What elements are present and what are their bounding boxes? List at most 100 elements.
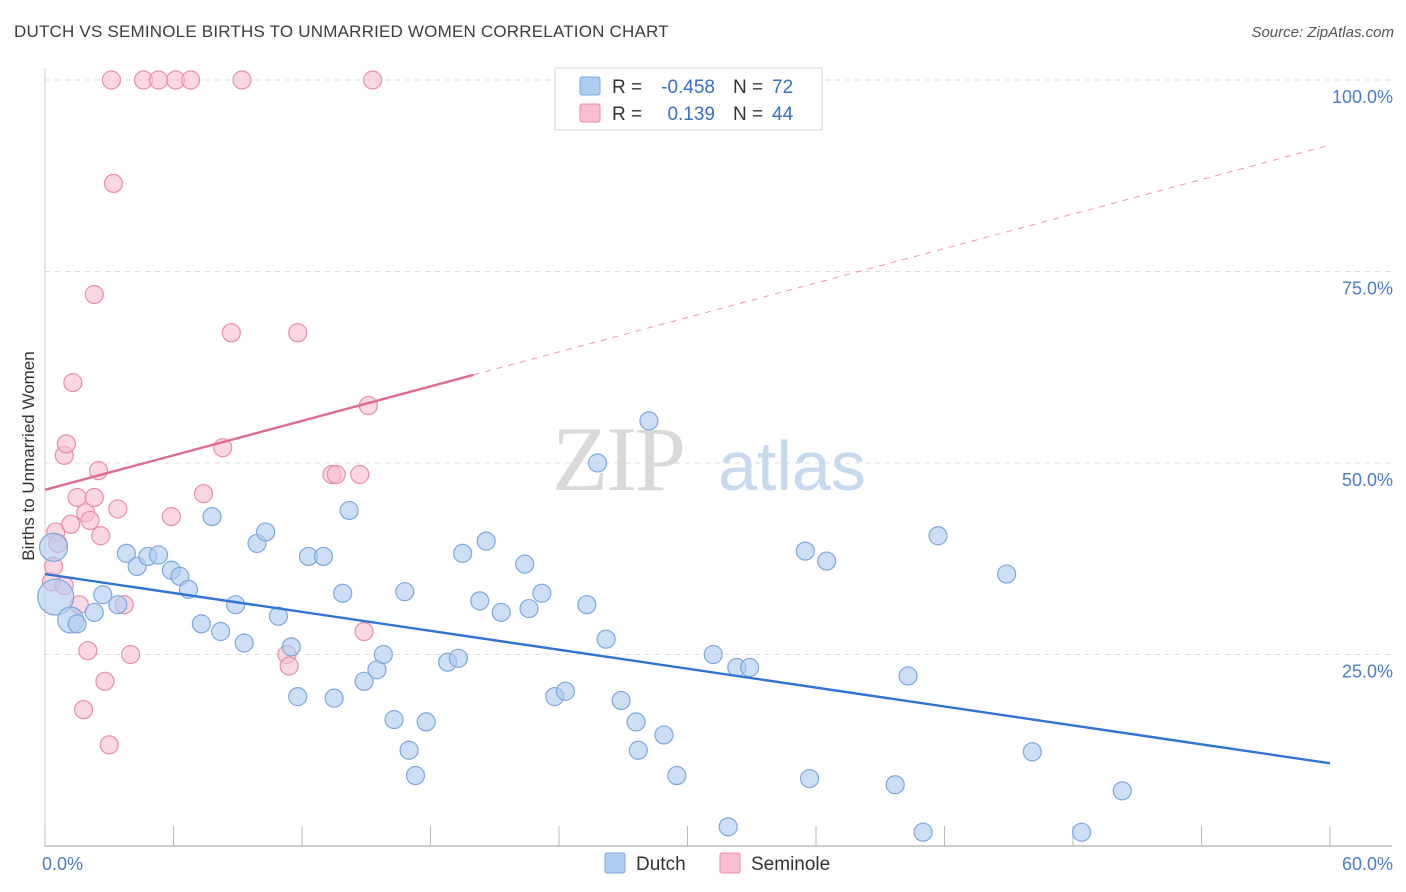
dutch-point (354, 671, 374, 691)
seminole-point (363, 70, 383, 90)
dutch-point (628, 740, 648, 760)
dutch-point (1071, 822, 1092, 842)
dutch-point (93, 585, 113, 605)
dutch-point (453, 543, 473, 563)
seminole-point (350, 464, 370, 485)
dutch-point (399, 740, 419, 760)
y-tick-label-75: 75.0% (1342, 279, 1393, 299)
dutch-point (268, 606, 289, 626)
dutch-point (37, 578, 75, 616)
seminole-point (121, 644, 141, 665)
seminole-point (61, 514, 81, 534)
x-tick-label-0: 0.0% (42, 854, 83, 874)
trend-lines (44, 144, 1331, 765)
dutch-point (405, 765, 426, 786)
dutch-point (639, 411, 659, 431)
stats-dutch-swatch (579, 76, 601, 96)
dutch-point (611, 690, 631, 711)
seminole-point (103, 173, 124, 194)
seminole-point (148, 70, 169, 90)
seminole-point (108, 499, 128, 519)
dutch-point (1112, 781, 1132, 801)
dutch-point (191, 614, 211, 634)
stats-seminole-swatch (579, 103, 601, 123)
dutch-point (108, 595, 128, 615)
stats-dutch-r-label: R = (612, 77, 642, 98)
dutch-point (470, 591, 490, 611)
dutch-point (84, 602, 104, 622)
dutch-point (519, 598, 539, 619)
dutch-point (67, 614, 87, 634)
dutch-point (1022, 742, 1042, 762)
dutch-point (38, 532, 69, 562)
dutch-point (997, 564, 1017, 584)
dutch-point (799, 768, 820, 789)
seminole-point (326, 464, 346, 485)
grid (45, 79, 1392, 655)
stats-seminole-r-value: 0.139 (667, 104, 715, 125)
dutch-point (928, 526, 948, 546)
stats-seminole-r-label: R = (612, 104, 642, 125)
y-axis-title: Births to Unmarried Women (19, 351, 38, 560)
dutch-point (333, 583, 353, 603)
dutch-point (416, 712, 436, 732)
dutch-point (339, 500, 359, 521)
dutch-point (281, 637, 301, 657)
seminole-point (56, 434, 77, 454)
legend-dutch-label: Dutch (636, 854, 686, 875)
dutch-point (515, 554, 535, 574)
dutch-trend-line (44, 572, 1331, 765)
series-legend: Dutch Seminole (604, 852, 830, 875)
dutch-point (555, 681, 576, 701)
seminole-point (78, 641, 98, 661)
dutch-point (288, 687, 308, 707)
watermark: ZIP atlas (552, 408, 866, 510)
seminole-point (354, 621, 374, 642)
dutch-point (202, 507, 222, 527)
stats-seminole-n-label: N = (733, 104, 763, 125)
y-tick-label-25: 25.0% (1342, 662, 1393, 682)
stats-dutch-r-value: -0.458 (661, 77, 715, 98)
dutch-point (596, 629, 616, 649)
legend-dutch-swatch (604, 852, 626, 874)
dutch-point (255, 522, 276, 542)
seminole-point (63, 372, 83, 393)
seminole-point (181, 70, 201, 90)
dutch-point (654, 725, 674, 745)
legend-seminole-swatch (719, 852, 741, 874)
x-tick-label-1: 60.0% (1342, 854, 1393, 874)
seminole-point (232, 70, 252, 90)
dutch-point (795, 541, 815, 561)
dutch-point (148, 545, 169, 565)
stats-dutch-n-label: N = (733, 77, 763, 98)
dutch-point (313, 546, 334, 567)
seminole-point (101, 70, 121, 90)
seminole-point (279, 656, 299, 676)
dutch-point (324, 688, 344, 708)
stats-legend: R = -0.458 N = 72 R = 0.139 N = 44 (554, 67, 823, 131)
dutch-point (395, 582, 415, 602)
dutch-point (740, 657, 760, 678)
y-tick-label-50: 50.0% (1342, 470, 1393, 490)
dutch-point (913, 822, 933, 842)
watermark-zip: ZIP (552, 408, 684, 510)
dutch-point (226, 595, 246, 615)
dutch-point (532, 583, 552, 603)
seminole-point (80, 510, 100, 531)
seminole-point (73, 700, 94, 720)
series-dutch-points (37, 411, 1132, 842)
dutch-point (626, 712, 646, 732)
watermark-atlas: atlas (718, 427, 866, 505)
seminole-point (95, 671, 115, 691)
dutch-point (211, 621, 231, 642)
dutch-point (885, 775, 905, 795)
stats-seminole-n-value: 44 (772, 104, 794, 125)
dutch-point (703, 644, 723, 665)
y-tick-label-100: 100.0% (1332, 87, 1393, 107)
seminole-point (84, 487, 104, 508)
seminole-point (193, 484, 214, 504)
seminole-trend-line (44, 373, 474, 491)
dutch-point (491, 602, 511, 622)
dutch-point (234, 633, 254, 653)
